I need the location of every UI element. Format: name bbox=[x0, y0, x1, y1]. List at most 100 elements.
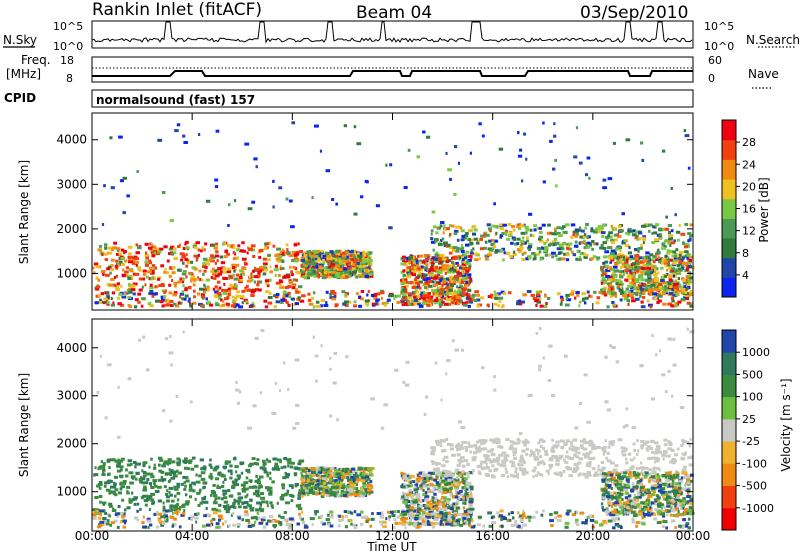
heatmap-cell bbox=[353, 300, 357, 304]
heatmap-cell bbox=[631, 299, 636, 303]
cpid-label: CPID bbox=[4, 91, 36, 105]
heatmap-cell bbox=[253, 462, 258, 465]
heatmap-cell bbox=[215, 185, 219, 189]
heatmap-cell bbox=[463, 510, 468, 513]
heatmap-cell bbox=[621, 241, 626, 245]
heatmap-cell bbox=[214, 499, 217, 503]
heatmap-cell bbox=[268, 278, 272, 282]
heatmap-cell bbox=[501, 451, 507, 455]
heatmap-cell bbox=[352, 492, 356, 496]
heatmap-cell bbox=[444, 271, 448, 275]
heatmap-cell bbox=[343, 275, 349, 279]
heatmap-cell bbox=[660, 266, 664, 270]
heatmap-cell bbox=[613, 262, 619, 266]
heatmap-cell bbox=[359, 252, 363, 256]
heatmap-cell bbox=[636, 261, 640, 265]
heatmap-cell bbox=[394, 294, 398, 298]
heatmap-cell bbox=[608, 442, 613, 446]
heatmap-cell bbox=[316, 479, 320, 482]
heatmap-cell bbox=[354, 263, 357, 267]
heatmap-cell bbox=[203, 466, 207, 470]
heatmap-cell bbox=[504, 458, 509, 462]
heatmap-cell bbox=[514, 242, 518, 246]
heatmap-cell bbox=[678, 257, 681, 260]
heatmap-cell bbox=[414, 285, 420, 289]
heatmap-cell bbox=[612, 274, 618, 278]
heatmap-cell bbox=[612, 271, 616, 275]
heatmap-cell bbox=[631, 278, 635, 282]
heatmap-cell bbox=[413, 266, 417, 270]
heatmap-cell bbox=[601, 272, 607, 276]
heatmap-cell bbox=[185, 264, 189, 268]
heatmap-cell bbox=[677, 291, 680, 295]
heatmap-cell bbox=[404, 478, 408, 482]
heatmap-cell bbox=[160, 295, 164, 299]
heatmap-cell bbox=[325, 259, 330, 263]
heatmap-cell bbox=[583, 233, 587, 237]
heatmap-cell bbox=[349, 491, 353, 495]
heatmap-cell bbox=[118, 292, 123, 296]
heatmap-cell bbox=[170, 508, 173, 512]
heatmap-cell bbox=[224, 297, 229, 301]
heatmap-cell bbox=[235, 470, 238, 474]
heatmap-cell bbox=[418, 500, 423, 504]
heatmap-cell bbox=[93, 473, 99, 477]
heatmap-cell bbox=[364, 488, 369, 492]
heatmap-cell bbox=[308, 251, 312, 255]
heatmap-cell bbox=[454, 301, 457, 305]
heatmap-cell bbox=[164, 460, 168, 464]
heatmap-cell bbox=[472, 469, 475, 473]
heatmap-cell bbox=[673, 259, 677, 263]
heatmap-cell bbox=[364, 302, 370, 306]
heatmap-cell bbox=[461, 514, 466, 518]
heatmap-cell bbox=[488, 469, 492, 473]
heatmap-cell bbox=[600, 265, 605, 269]
heatmap-cell bbox=[246, 288, 251, 292]
heatmap-cell bbox=[443, 499, 447, 503]
heatmap-cell bbox=[105, 273, 110, 277]
heatmap-cell bbox=[179, 252, 185, 256]
heatmap-cell bbox=[259, 507, 262, 510]
heatmap-cell bbox=[250, 248, 255, 252]
heatmap-cell bbox=[549, 242, 553, 246]
heatmap-cell bbox=[616, 260, 621, 264]
heatmap-cell bbox=[560, 226, 565, 230]
heatmap-cell bbox=[353, 487, 356, 490]
heatmap-cell bbox=[417, 302, 421, 306]
heatmap-cell bbox=[555, 440, 560, 444]
heatmap-cell bbox=[469, 251, 474, 255]
heatmap-cell bbox=[414, 485, 417, 489]
heatmap-cell bbox=[611, 273, 614, 277]
heatmap-cell bbox=[444, 483, 449, 486]
heatmap-cell bbox=[145, 481, 149, 485]
heatmap-cell bbox=[150, 486, 155, 489]
heatmap-cell bbox=[318, 269, 323, 273]
heatmap-cell bbox=[610, 224, 613, 228]
heatmap-cell bbox=[128, 283, 133, 287]
heatmap-cell bbox=[306, 256, 311, 260]
heatmap-cell bbox=[163, 270, 167, 274]
heatmap-cell bbox=[232, 299, 237, 303]
heatmap-cell bbox=[305, 489, 309, 493]
heatmap-cell bbox=[463, 234, 467, 238]
heatmap-cell bbox=[631, 266, 634, 270]
heatmap-cell bbox=[641, 236, 646, 240]
heatmap-cell bbox=[137, 462, 141, 466]
heatmap-cell bbox=[279, 497, 283, 500]
heatmap-cell bbox=[460, 243, 464, 247]
heatmap-cell bbox=[558, 244, 564, 248]
heatmap-cell bbox=[321, 467, 325, 471]
heatmap-cell bbox=[663, 245, 667, 249]
heatmap-cell bbox=[348, 472, 353, 476]
heatmap-cell bbox=[265, 500, 268, 504]
heatmap-cell bbox=[368, 251, 373, 255]
heatmap-cell bbox=[440, 221, 445, 224]
heatmap-cell bbox=[273, 268, 279, 272]
heatmap-cell bbox=[320, 299, 326, 302]
heatmap-cell bbox=[668, 278, 673, 282]
heatmap-cell bbox=[358, 268, 361, 271]
heatmap-cell bbox=[315, 469, 318, 473]
heatmap-cell bbox=[544, 246, 549, 249]
heatmap-cell bbox=[539, 290, 543, 294]
heatmap-cell bbox=[99, 500, 102, 504]
